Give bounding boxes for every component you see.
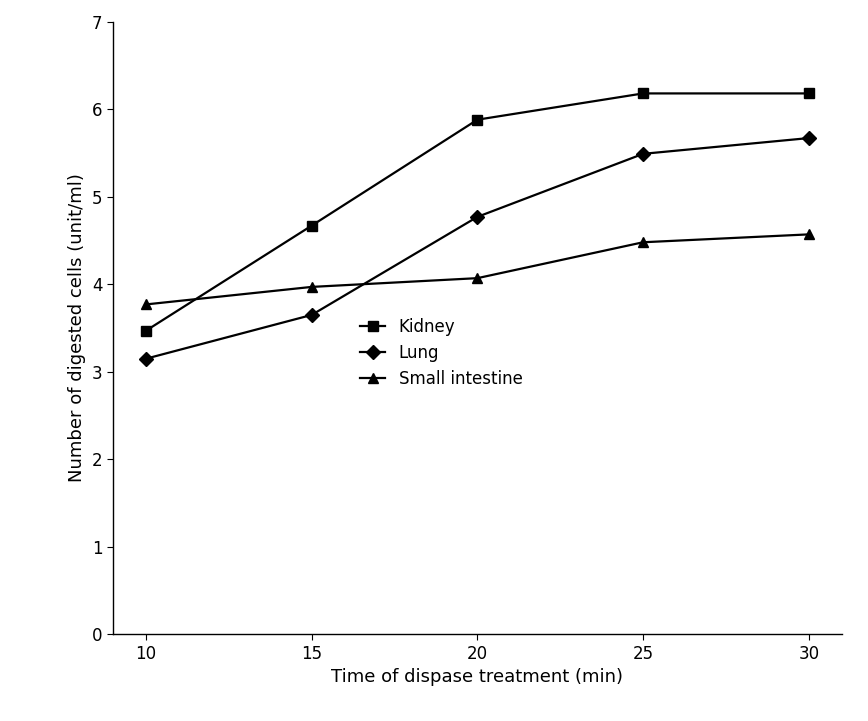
Kidney <box>804 89 814 98</box>
Line: Kidney: Kidney <box>141 89 813 335</box>
Line: Lung: Lung <box>141 133 813 363</box>
Small intestine <box>306 283 317 291</box>
X-axis label: Time of dispase treatment (min): Time of dispase treatment (min) <box>332 668 623 686</box>
Kidney <box>306 221 317 230</box>
Lung <box>638 149 648 158</box>
Kidney <box>472 115 483 124</box>
Small intestine <box>472 274 483 283</box>
Legend: Kidney, Lung, Small intestine: Kidney, Lung, Small intestine <box>355 313 528 393</box>
Line: Small intestine: Small intestine <box>141 229 813 309</box>
Y-axis label: Number of digested cells (unit/ml): Number of digested cells (unit/ml) <box>69 174 86 482</box>
Lung <box>472 213 483 221</box>
Small intestine <box>804 230 814 239</box>
Lung <box>306 311 317 319</box>
Kidney <box>141 327 151 335</box>
Kidney <box>638 89 648 98</box>
Small intestine <box>141 300 151 309</box>
Lung <box>141 355 151 363</box>
Lung <box>804 134 814 143</box>
Small intestine <box>638 238 648 247</box>
